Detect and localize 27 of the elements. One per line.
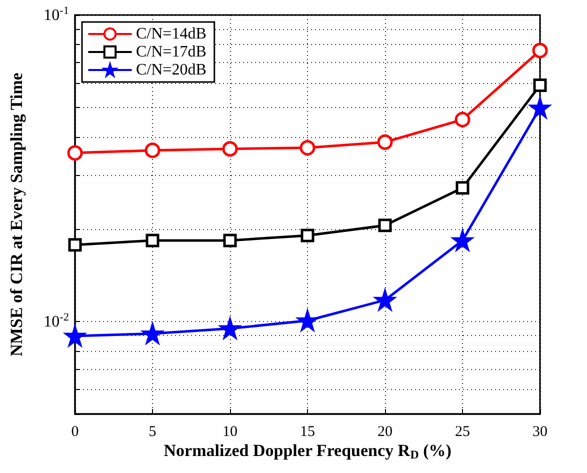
point: [300, 140, 316, 156]
point: [146, 234, 160, 248]
point: [222, 141, 238, 157]
point: [377, 134, 393, 150]
y-axis-title: NMSE of CIR at Every Sampling Time: [7, 72, 26, 356]
y-tick-label: 10$^{-2}$: [44, 312, 69, 331]
point: [68, 238, 82, 252]
legend-label: C/N=20dB: [136, 62, 206, 78]
x-tick-label: 0: [71, 424, 79, 440]
point: [144, 142, 160, 158]
x-tick-label: 5: [148, 424, 156, 440]
point: [223, 234, 237, 248]
point: [378, 218, 392, 232]
point: [532, 42, 548, 58]
legend-label: C/N=14dB: [136, 26, 206, 42]
point: [300, 228, 314, 242]
x-tick-label: 30: [532, 424, 548, 440]
legend-label: C/N=17dB: [136, 44, 206, 60]
point: [533, 78, 547, 92]
point: [454, 112, 470, 128]
point: [67, 145, 83, 161]
x-tick-label: 10: [222, 424, 238, 440]
x-tick-label: 20: [378, 424, 392, 440]
x-tick-label: 15: [300, 424, 315, 440]
x-tick-label: 25: [455, 424, 470, 440]
point: [456, 181, 470, 195]
y-tick-label: 10$^{-1}$: [44, 5, 69, 24]
